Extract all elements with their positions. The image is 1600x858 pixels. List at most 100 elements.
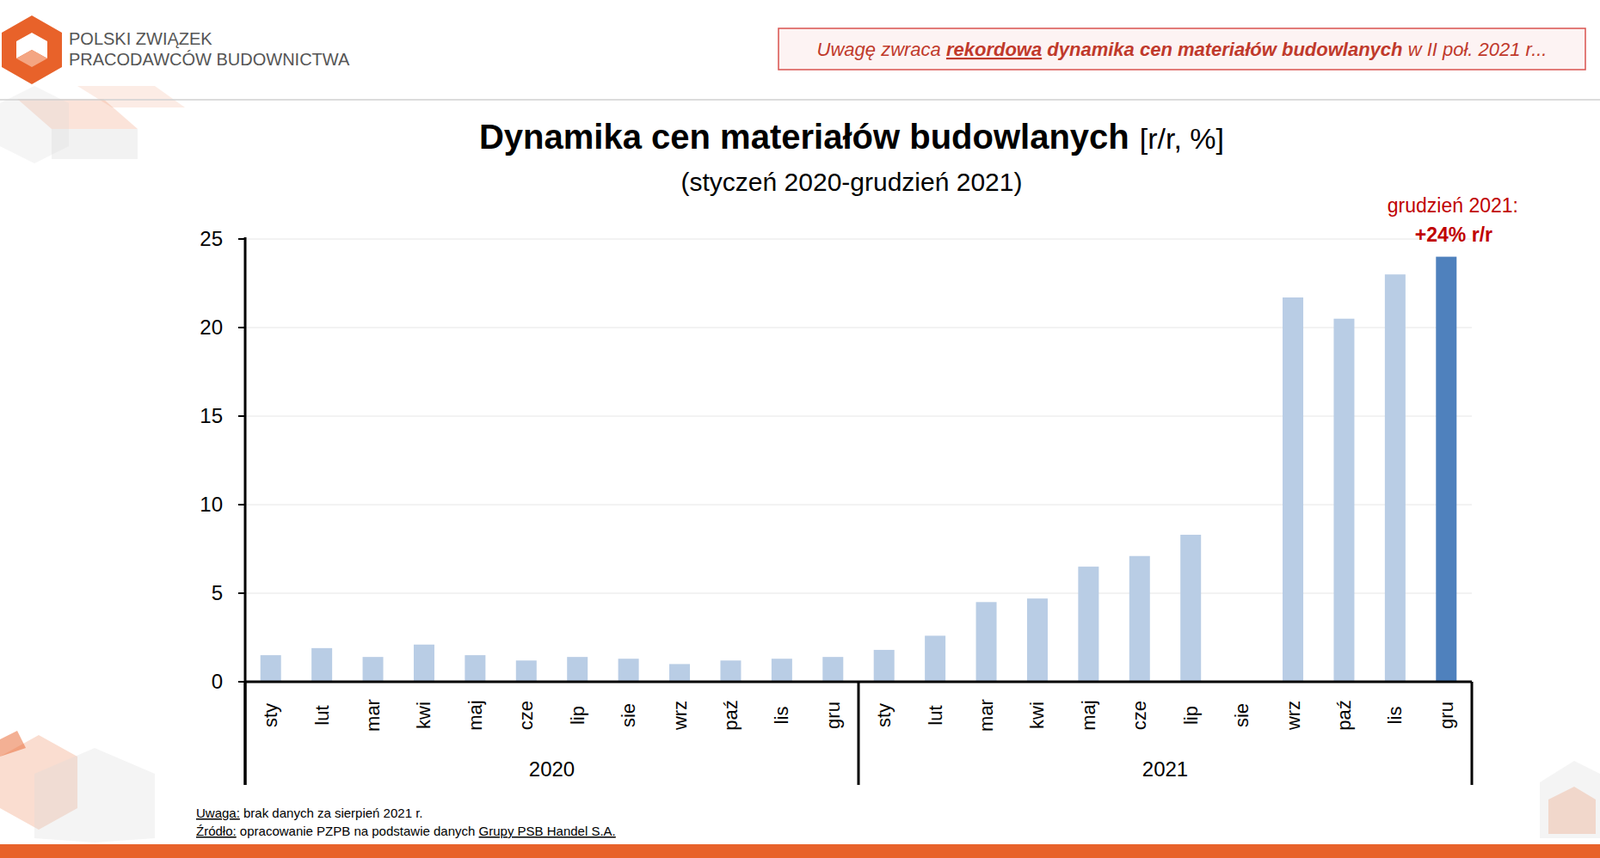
y-tick-label: 0 xyxy=(211,670,223,694)
group-label: 2020 xyxy=(529,757,575,782)
banner-box xyxy=(778,28,1586,70)
note: Źródło: opracowanie PZPB na podstawie da… xyxy=(196,824,616,839)
notes: Uwaga: brak danych za sierpień 2021 r.Źr… xyxy=(196,806,616,839)
x-tick-label: lut xyxy=(311,705,333,726)
title: Dynamika cen materiałów budowlanych [r/r,… xyxy=(479,117,1225,156)
x-tick-label: maj xyxy=(464,700,487,731)
header-rule xyxy=(0,98,1600,101)
x-tick-label: lut xyxy=(924,705,947,726)
bar xyxy=(873,650,895,683)
x-tick-label: mar xyxy=(362,699,384,733)
x-tick-label: wrz xyxy=(1282,701,1305,732)
group-separator xyxy=(244,682,247,786)
org-name: POLSKI ZWIĄZEK xyxy=(68,29,213,49)
x-tick-label: mar xyxy=(975,699,997,733)
bar xyxy=(311,648,333,683)
banner-part: rekordowa xyxy=(946,38,1042,61)
bar xyxy=(924,635,946,683)
bar xyxy=(363,657,384,683)
logo xyxy=(1,15,62,85)
bar xyxy=(1180,535,1201,683)
grid-line xyxy=(245,239,1472,240)
title-main: Dynamika cen materiałów budowlanych xyxy=(479,117,1130,156)
x-tick-label: lip xyxy=(566,706,589,726)
bar xyxy=(516,660,537,683)
bar xyxy=(413,645,435,683)
note-part: Źródło: xyxy=(196,824,237,839)
x-tick-label: sty xyxy=(873,703,895,728)
banner-part: w II poł. 2021 r... xyxy=(1403,38,1548,61)
note: Uwaga: brak danych za sierpień 2021 r. xyxy=(196,806,424,821)
x-tick-label: cze xyxy=(1128,701,1151,731)
bars xyxy=(260,257,1458,683)
x-tick-label: sie xyxy=(617,703,640,728)
y-tick-label: 20 xyxy=(199,315,223,339)
x-tick-label: wrz xyxy=(669,701,691,732)
note-part: Uwaga: xyxy=(196,806,240,821)
y-tick-label: 15 xyxy=(199,404,223,428)
x-tick-label: lis xyxy=(1384,707,1406,726)
bar xyxy=(260,655,282,683)
axes: sty lut mar kwi maj cze lip sie wrz paź lis gru sty l… xyxy=(245,237,1472,786)
decor-shape xyxy=(1548,787,1596,835)
x-tick-label: gru xyxy=(822,701,844,730)
background xyxy=(0,0,1600,858)
y-axis xyxy=(244,237,247,786)
bar xyxy=(1129,556,1151,683)
bar xyxy=(720,660,741,683)
x-tick-label: lip xyxy=(1180,706,1202,726)
x-tick-label: kwi xyxy=(412,701,435,730)
y-tick-label: 25 xyxy=(199,227,223,251)
bar xyxy=(822,657,844,683)
x-tick-label: maj xyxy=(1077,700,1100,731)
bar xyxy=(618,658,640,683)
x-tick-label: lis xyxy=(770,707,793,726)
x-tick-label: paź xyxy=(720,700,742,731)
bar xyxy=(1384,274,1406,683)
decoration xyxy=(0,86,1600,844)
footer-bar xyxy=(0,844,1600,858)
banner-part: Uwagę zwraca xyxy=(817,38,947,61)
annotation-text: +24% r/r xyxy=(1415,223,1493,247)
decor-shape xyxy=(0,86,69,164)
page: POLSKI ZWIĄZEKPRACODAWCÓW BUDOWNICTWA Uwa… xyxy=(0,0,1600,858)
bar xyxy=(771,658,793,683)
x-tick-label: cze xyxy=(515,701,537,731)
x-tick-label: paź xyxy=(1333,700,1355,731)
banner-part: dynamika cen materiałów budowlanych xyxy=(1041,38,1403,61)
bar xyxy=(1282,297,1304,683)
y-tick-label: 10 xyxy=(199,492,223,517)
decor-shape xyxy=(34,748,155,844)
x-tick-label: sie xyxy=(1230,703,1253,728)
y-label: [r/r, %] xyxy=(1139,122,1225,155)
bar xyxy=(566,657,588,683)
org-name: PRACODAWCÓW BUDOWNICTWA xyxy=(68,49,351,69)
header: POLSKI ZWIĄZEKPRACODAWCÓW BUDOWNICTWA Uwa… xyxy=(0,15,1600,100)
group-label: 2021 xyxy=(1142,757,1188,782)
decor-shape xyxy=(0,731,26,757)
group-separator xyxy=(1470,682,1474,786)
decor-shape xyxy=(1539,761,1600,839)
note-part: opracowanie PZPB na podstawie danych xyxy=(236,824,480,839)
bar xyxy=(1077,566,1099,683)
bar xyxy=(976,602,997,683)
y-tick-label: 5 xyxy=(211,581,223,605)
x-tick-label: kwi xyxy=(1026,701,1048,730)
bar xyxy=(1333,319,1354,683)
bar xyxy=(1435,257,1457,683)
logo-inner xyxy=(16,49,48,68)
banner-text: Uwagę zwraca rekordowa dynamika cen mate… xyxy=(817,38,1548,61)
x-tick-label: gru xyxy=(1435,701,1458,730)
bar xyxy=(669,664,690,683)
x-tick-label: sty xyxy=(259,703,282,728)
note-part: Grupy PSB Handel S.A. xyxy=(479,824,616,839)
annotation: grudzień 2021: +24% r/r xyxy=(1387,194,1519,247)
grid: 0 5 10 15 20 25 xyxy=(199,227,1472,694)
note-part: brak danych za sierpień 2021 r. xyxy=(240,806,424,821)
annotation-title: grudzień 2021: xyxy=(1387,194,1519,217)
bar xyxy=(464,655,486,683)
subtitle: (styczeń 2020-grudzień 2021) xyxy=(681,167,1023,197)
bar xyxy=(1027,598,1048,683)
decor-shape xyxy=(77,86,185,108)
group-separator xyxy=(857,682,861,786)
